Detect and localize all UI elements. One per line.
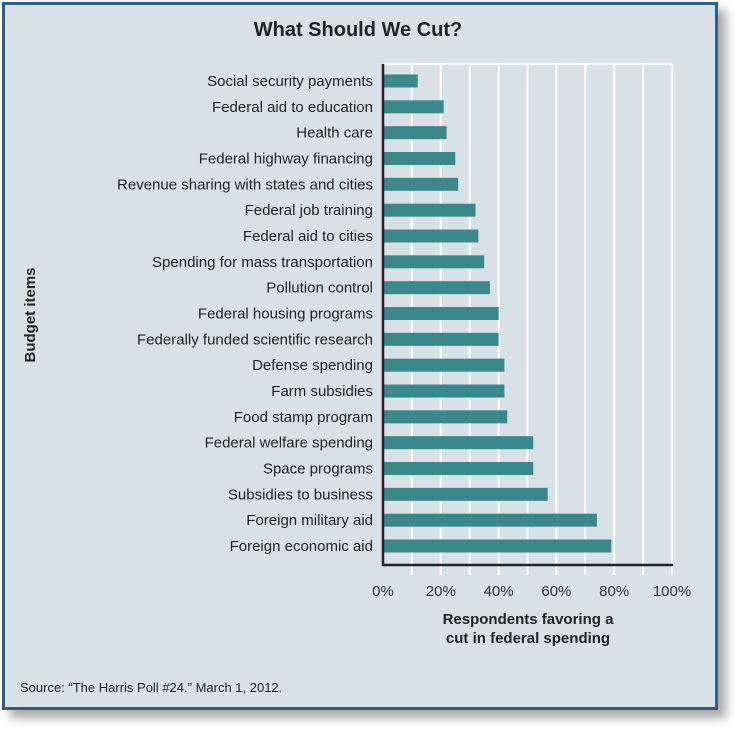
category-label: Social security payments — [207, 73, 373, 90]
category-label: Federal job training — [245, 202, 373, 219]
bar — [383, 384, 505, 398]
category-label: Federally funded scientific research — [137, 331, 373, 348]
category-label: Spending for mass transportation — [152, 254, 373, 271]
x-tick-label: 0% — [372, 583, 394, 600]
x-tick-label: 80% — [599, 583, 629, 600]
category-label: Federal highway financing — [199, 151, 373, 168]
category-label: Federal aid to cities — [243, 228, 373, 245]
category-label: Federal welfare spending — [205, 435, 373, 452]
x-tick-label: 40% — [484, 583, 514, 600]
bar — [383, 307, 499, 320]
chart-title: What Should We Cut? — [254, 19, 463, 41]
bar — [383, 539, 612, 553]
category-label: Foreign economic aid — [230, 538, 373, 555]
category-label: Revenue sharing with states and cities — [117, 176, 373, 193]
x-tick-label: 20% — [426, 583, 456, 600]
x-tick-label: 100% — [653, 583, 691, 600]
bar — [383, 513, 597, 527]
bar — [383, 487, 548, 501]
category-label: Health care — [296, 125, 373, 142]
source-note: Source: “The Harris Poll #24.” March 1, … — [20, 680, 282, 695]
bar — [383, 281, 490, 295]
bar — [383, 229, 479, 243]
category-label: Defense spending — [252, 357, 373, 374]
category-label: Foreign military aid — [246, 512, 373, 529]
category-label: Subsidies to business — [228, 486, 373, 503]
category-label: Farm subsidies — [271, 383, 373, 400]
y-axis-label: Budget items — [22, 267, 39, 362]
bar — [383, 74, 418, 88]
category-label: Federal housing programs — [198, 306, 373, 323]
chart-frame — [2, 2, 718, 710]
x-axis-label: Respondents favoring a cut in federal spe… — [443, 611, 615, 647]
bar — [383, 203, 476, 217]
category-label: Food stamp program — [234, 409, 373, 426]
bar — [383, 332, 499, 346]
bar — [383, 462, 534, 475]
bar — [383, 358, 505, 372]
bar — [383, 126, 447, 140]
x-tick-label: 60% — [541, 583, 571, 600]
category-label: Pollution control — [266, 280, 373, 297]
bar — [383, 100, 444, 114]
bar — [383, 152, 456, 165]
bar — [383, 255, 485, 269]
bar — [383, 436, 534, 450]
category-label: Space programs — [263, 461, 373, 478]
bar — [383, 177, 459, 191]
bar — [383, 410, 508, 424]
category-label: Federal aid to education — [212, 99, 373, 116]
